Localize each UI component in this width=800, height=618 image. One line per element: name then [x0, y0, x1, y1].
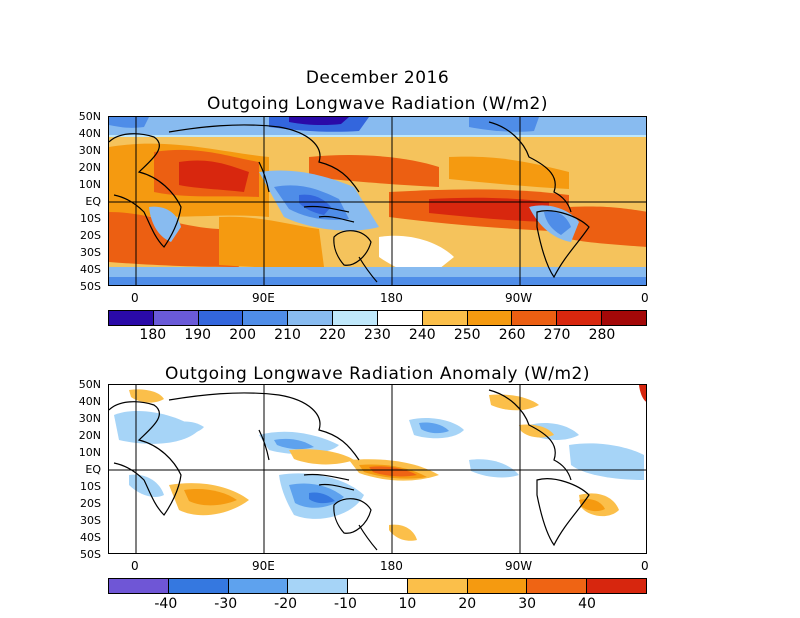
lat-label: 40S	[80, 531, 101, 544]
colorbar-swatch	[587, 579, 647, 593]
colorbar-tick-label: 250	[453, 327, 481, 343]
colorbar-tick-label: 20	[458, 596, 477, 612]
colorbar-swatch	[288, 579, 349, 593]
colorbar-swatch	[527, 579, 588, 593]
lat-label: 40N	[78, 127, 101, 140]
olr-panel-title: Outgoing Longwave Radiation (W/m2)	[206, 94, 549, 114]
colorbar-tick-label: 240	[408, 327, 436, 343]
colorbar-swatch	[243, 311, 289, 325]
colorbar-tick-label: 40	[578, 596, 596, 612]
figure-title: December 2016	[305, 68, 450, 88]
colorbar-tick-label: 190	[184, 327, 212, 343]
colorbar-swatch	[377, 311, 423, 325]
lat-label: 10N	[78, 446, 101, 459]
lon-label: 90E	[252, 291, 275, 305]
colorbar-tick-label: 280	[588, 327, 616, 343]
lon-label: 90W	[505, 559, 533, 573]
lat-label: 20S	[80, 229, 101, 242]
lat-label: 50S	[80, 548, 101, 561]
lat-label: 50N	[78, 378, 101, 391]
lat-label: 30N	[78, 144, 101, 157]
lat-label: 50S	[80, 280, 101, 293]
lat-label: 30S	[80, 514, 101, 527]
lat-label: 20N	[78, 429, 101, 442]
lon-label: 90W	[505, 291, 533, 305]
colorbar-swatch	[348, 579, 408, 593]
lon-label: 0	[131, 291, 139, 305]
lat-label: 10S	[80, 480, 101, 493]
lat-label: EQ	[85, 195, 101, 208]
lon-label: 90E	[252, 559, 275, 573]
colorbar-swatch	[602, 311, 646, 325]
anomaly-colorbar	[108, 578, 647, 594]
colorbar-swatch	[228, 579, 289, 593]
colorbar-swatch	[467, 579, 528, 593]
lon-label: 0	[641, 559, 649, 573]
lat-label: 10N	[78, 178, 101, 191]
colorbar-tick-label: -30	[214, 596, 238, 612]
olr-colorbar	[108, 310, 647, 326]
colorbar-tick-label: 10	[398, 596, 417, 612]
colorbar-swatch	[168, 579, 229, 593]
colorbar-swatch	[557, 311, 603, 325]
lat-label: 30S	[80, 246, 101, 259]
colorbar-tick-label: 210	[274, 327, 301, 343]
colorbar-swatch	[512, 311, 558, 325]
lat-label: 40N	[78, 395, 101, 408]
colorbar-tick-label: 230	[364, 327, 391, 343]
colorbar-tick-label: -20	[274, 596, 298, 612]
lat-label: 40S	[80, 263, 101, 276]
lat-label: EQ	[85, 463, 101, 476]
colorbar-tick-label: 220	[319, 327, 346, 343]
anomaly-field	[109, 385, 646, 553]
colorbar-tick-label: 180	[139, 327, 167, 343]
colorbar-swatch	[288, 311, 334, 325]
lat-label: 20S	[80, 497, 101, 510]
colorbar-swatch	[198, 311, 244, 325]
lon-label: 0	[641, 291, 649, 305]
colorbar-tick-label: 200	[229, 327, 256, 343]
colorbar-tick-label: -40	[154, 596, 178, 612]
olr-field	[109, 117, 646, 285]
lat-label: 10S	[80, 212, 101, 225]
olr-map	[108, 116, 647, 286]
colorbar-swatch	[333, 311, 378, 325]
colorbar-swatch	[407, 579, 468, 593]
lon-label: 180	[380, 291, 403, 305]
colorbar-swatch	[109, 579, 169, 593]
anomaly-map	[108, 384, 647, 554]
colorbar-tick-label: 260	[498, 327, 526, 343]
anomaly-panel-title: Outgoing Longwave Radiation Anomaly (W/m…	[165, 364, 590, 384]
colorbar-tick-label: -10	[334, 596, 357, 612]
lat-label: 50N	[78, 110, 101, 123]
lon-label: 180	[380, 559, 403, 573]
colorbar-tick-label: 270	[543, 327, 571, 343]
lat-label: 30N	[78, 412, 101, 425]
colorbar-tick-label: 30	[518, 596, 537, 612]
lat-label: 20N	[78, 161, 101, 174]
colorbar-swatch	[422, 311, 468, 325]
colorbar-swatch	[467, 311, 513, 325]
colorbar-swatch	[153, 311, 199, 325]
colorbar-swatch	[109, 311, 154, 325]
lon-label: 0	[131, 559, 139, 573]
